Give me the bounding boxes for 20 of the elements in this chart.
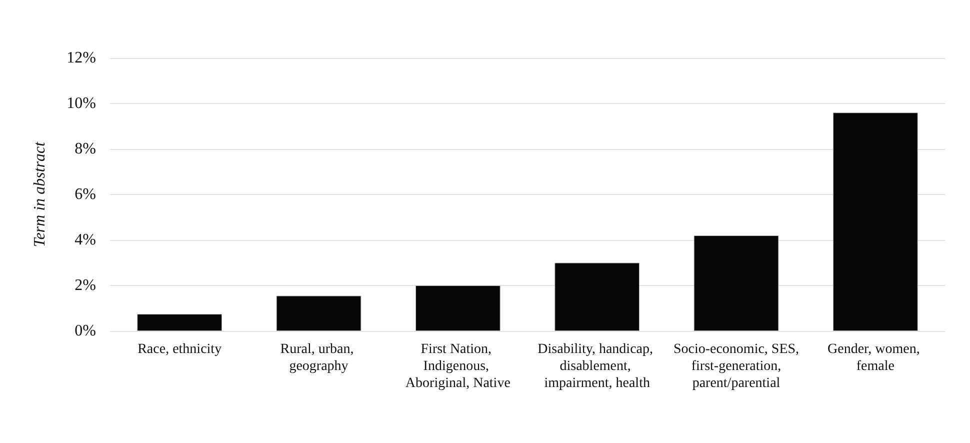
x-tick-label: Gender, women, female bbox=[827, 342, 924, 374]
bar bbox=[415, 286, 500, 331]
x-tick-label: Disability, handicap, disablement, impairment, health bbox=[538, 342, 657, 391]
x-tick-label: Rural, urban, geography bbox=[280, 342, 358, 374]
bar bbox=[137, 314, 222, 331]
x-tick-label: Socio-economic, SES, first-generation, parent/parential bbox=[673, 342, 800, 391]
y-tick-label: 2% bbox=[74, 277, 96, 294]
y-tick-label: 0% bbox=[74, 322, 96, 340]
x-tick-label: First Nation, Indigenous, Aboriginal, Native bbox=[405, 342, 510, 391]
bar bbox=[832, 112, 918, 331]
y-tick-label: 12% bbox=[66, 50, 96, 66]
y-tick-label: 8% bbox=[74, 140, 96, 158]
y-tick-label: 6% bbox=[74, 186, 96, 203]
bar bbox=[554, 262, 640, 331]
y-axis-title: Term in abstract bbox=[32, 141, 48, 248]
y-tick-label: 10% bbox=[66, 95, 96, 112]
x-tick-label: Race, ethnicity bbox=[138, 342, 222, 357]
bar bbox=[694, 235, 779, 331]
bar bbox=[276, 296, 362, 331]
y-tick-label: 4% bbox=[74, 232, 96, 248]
